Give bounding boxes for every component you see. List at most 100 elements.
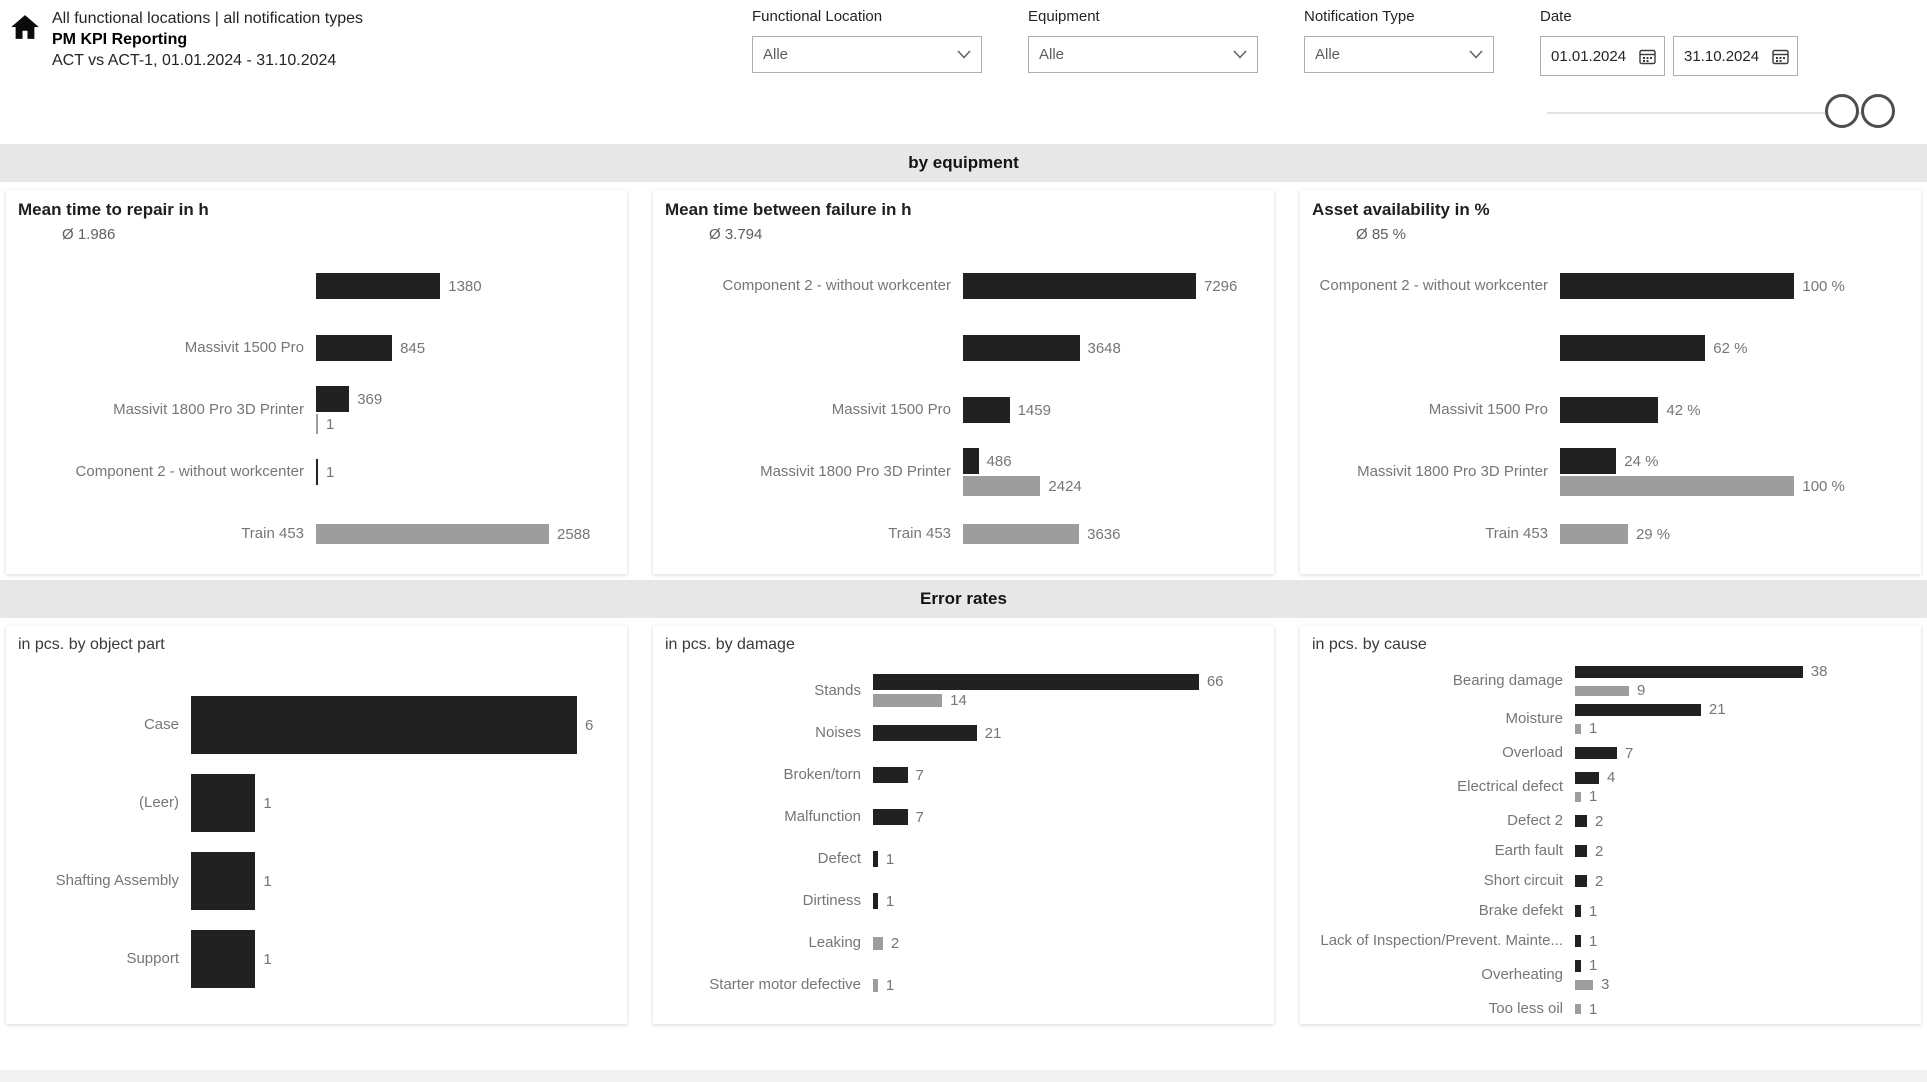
report-header: All functional locations | all notificat… [10, 8, 363, 71]
bar-row: Shafting Assembly 1 [16, 842, 617, 920]
bar-row: Massivit 1500 Pro 42 % [1310, 379, 1911, 441]
chart-title: Mean time between failure in h [665, 200, 912, 219]
bar-row: Train 453 3636 [663, 503, 1264, 565]
act-bar[interactable] [1560, 448, 1617, 474]
notification-type-dropdown[interactable]: Alle [1304, 36, 1494, 73]
chart-title: in pcs. by cause [1312, 636, 1427, 653]
act-prev-bar[interactable] [1575, 791, 1581, 802]
home-icon[interactable] [10, 12, 40, 42]
bar-group: 1 [873, 976, 1264, 995]
bar-row: Component 2 - without workcenter 7296 [663, 255, 1264, 317]
act-bar[interactable] [1560, 397, 1659, 423]
bar-rows: Component 2 - without workcenter 100 % 62 … [1310, 255, 1911, 565]
value-label: 1 [1588, 957, 1598, 974]
value-label: 100 % [1802, 277, 1845, 295]
act-bar[interactable] [1575, 665, 1803, 678]
act-bar[interactable] [963, 335, 1080, 361]
chart-asset-availability: Asset availability in % Ø 85 % Component… [1300, 190, 1921, 574]
bar-row: Massivit 1800 Pro 3D Printer 24 % 100 % [1310, 441, 1911, 503]
act-bar[interactable] [316, 273, 441, 299]
value-label: 1 [263, 794, 272, 812]
equipment-dropdown[interactable]: Alle [1028, 36, 1258, 73]
date-to-value: 31.10.2024 [1684, 47, 1760, 65]
bar-group: 21 [873, 724, 1264, 743]
bar-row: Massivit 1800 Pro 3D Printer 486 2424 [663, 441, 1264, 503]
act-bar[interactable] [963, 397, 1010, 423]
value-label: 42 % [1666, 401, 1701, 419]
bar-group: 1 [873, 892, 1264, 911]
category-label: Case [143, 715, 179, 733]
bar-row: Massivit 1500 Pro 1459 [663, 379, 1264, 441]
act-bar[interactable] [316, 459, 318, 485]
section-title: by equipment [908, 153, 1019, 172]
act-bar[interactable] [1575, 771, 1599, 784]
value-label: 1 [263, 950, 272, 968]
slider-track[interactable] [1547, 112, 1873, 114]
bar-group: 24 % 100 % [1560, 447, 1911, 497]
error-rate-charts-row: in pcs. by object part Case 6 (Leer) 1 Shaft… [0, 618, 1927, 1030]
act-prev-bar[interactable] [1560, 476, 1795, 496]
act-bar[interactable] [873, 725, 977, 741]
chart-title: in pcs. by object part [18, 636, 165, 653]
slider-handle-end[interactable] [1861, 94, 1895, 128]
act-bar[interactable] [873, 673, 1199, 690]
act-prev-bar[interactable] [1575, 1004, 1581, 1014]
act-bar[interactable] [873, 767, 908, 783]
bar-row: Dirtiness 1 [663, 880, 1264, 922]
act-bar[interactable] [963, 273, 1196, 299]
bar-group: 6 [191, 695, 617, 755]
value-label: 62 % [1713, 339, 1748, 357]
act-prev-bar[interactable] [873, 936, 883, 950]
section-band-error-rates: Error rates [0, 580, 1927, 618]
act-bar[interactable] [1575, 845, 1587, 857]
act-bar[interactable] [1575, 905, 1581, 917]
act-prev-bar[interactable] [1575, 685, 1629, 696]
date-to-input[interactable]: 31.10.2024 [1673, 36, 1798, 76]
act-bar[interactable] [1575, 935, 1581, 947]
date-from-input[interactable]: 01.01.2024 [1540, 36, 1665, 76]
act-prev-bar[interactable] [316, 524, 549, 544]
act-prev-bar[interactable] [1560, 524, 1628, 544]
act-bar[interactable] [1575, 815, 1587, 827]
section-title: Error rates [920, 589, 1007, 608]
act-bar[interactable] [191, 930, 256, 988]
act-bar[interactable] [316, 386, 350, 412]
act-prev-bar[interactable] [1575, 723, 1581, 734]
calendar-icon[interactable] [1639, 48, 1656, 65]
act-bar[interactable] [1560, 273, 1795, 299]
calendar-icon[interactable] [1772, 48, 1789, 65]
slider-handle-start[interactable] [1825, 94, 1859, 128]
act-bar[interactable] [1575, 959, 1581, 972]
category-label: Earth fault [1494, 841, 1563, 859]
act-prev-bar[interactable] [963, 476, 1041, 496]
value-label: 1 [885, 976, 895, 994]
act-prev-bar[interactable] [316, 414, 318, 434]
act-bar[interactable] [316, 335, 393, 361]
filter-functional-location: Functional Location Alle [752, 8, 982, 76]
value-label: 1 [885, 850, 895, 868]
category-label: (Leer) [138, 793, 179, 811]
functional-location-dropdown[interactable]: Alle [752, 36, 982, 73]
act-bar[interactable] [1575, 747, 1617, 759]
filter-date: Date 01.01.2024 31.10.2024 [1540, 8, 1798, 76]
act-prev-bar[interactable] [1575, 979, 1593, 990]
act-bar[interactable] [873, 809, 908, 825]
act-bar[interactable] [191, 774, 256, 832]
bar-row: Train 453 2588 [16, 503, 617, 565]
category-label: Train 453 [241, 524, 304, 542]
value-label: 7 [915, 766, 924, 784]
act-bar[interactable] [191, 852, 256, 910]
act-prev-bar[interactable] [963, 524, 1080, 544]
value-label: 24 % [1624, 452, 1659, 470]
act-prev-bar[interactable] [873, 978, 878, 992]
bar-group: 3636 [963, 523, 1264, 545]
act-bar[interactable] [191, 696, 577, 754]
act-bar[interactable] [1575, 875, 1587, 887]
act-bar[interactable] [1575, 703, 1701, 716]
act-bar[interactable] [873, 851, 878, 867]
act-prev-bar[interactable] [873, 694, 943, 707]
act-bar[interactable] [963, 448, 979, 474]
act-bar[interactable] [1560, 335, 1706, 361]
chart-average: Ø 85 % [1356, 226, 1407, 243]
act-bar[interactable] [873, 893, 878, 909]
